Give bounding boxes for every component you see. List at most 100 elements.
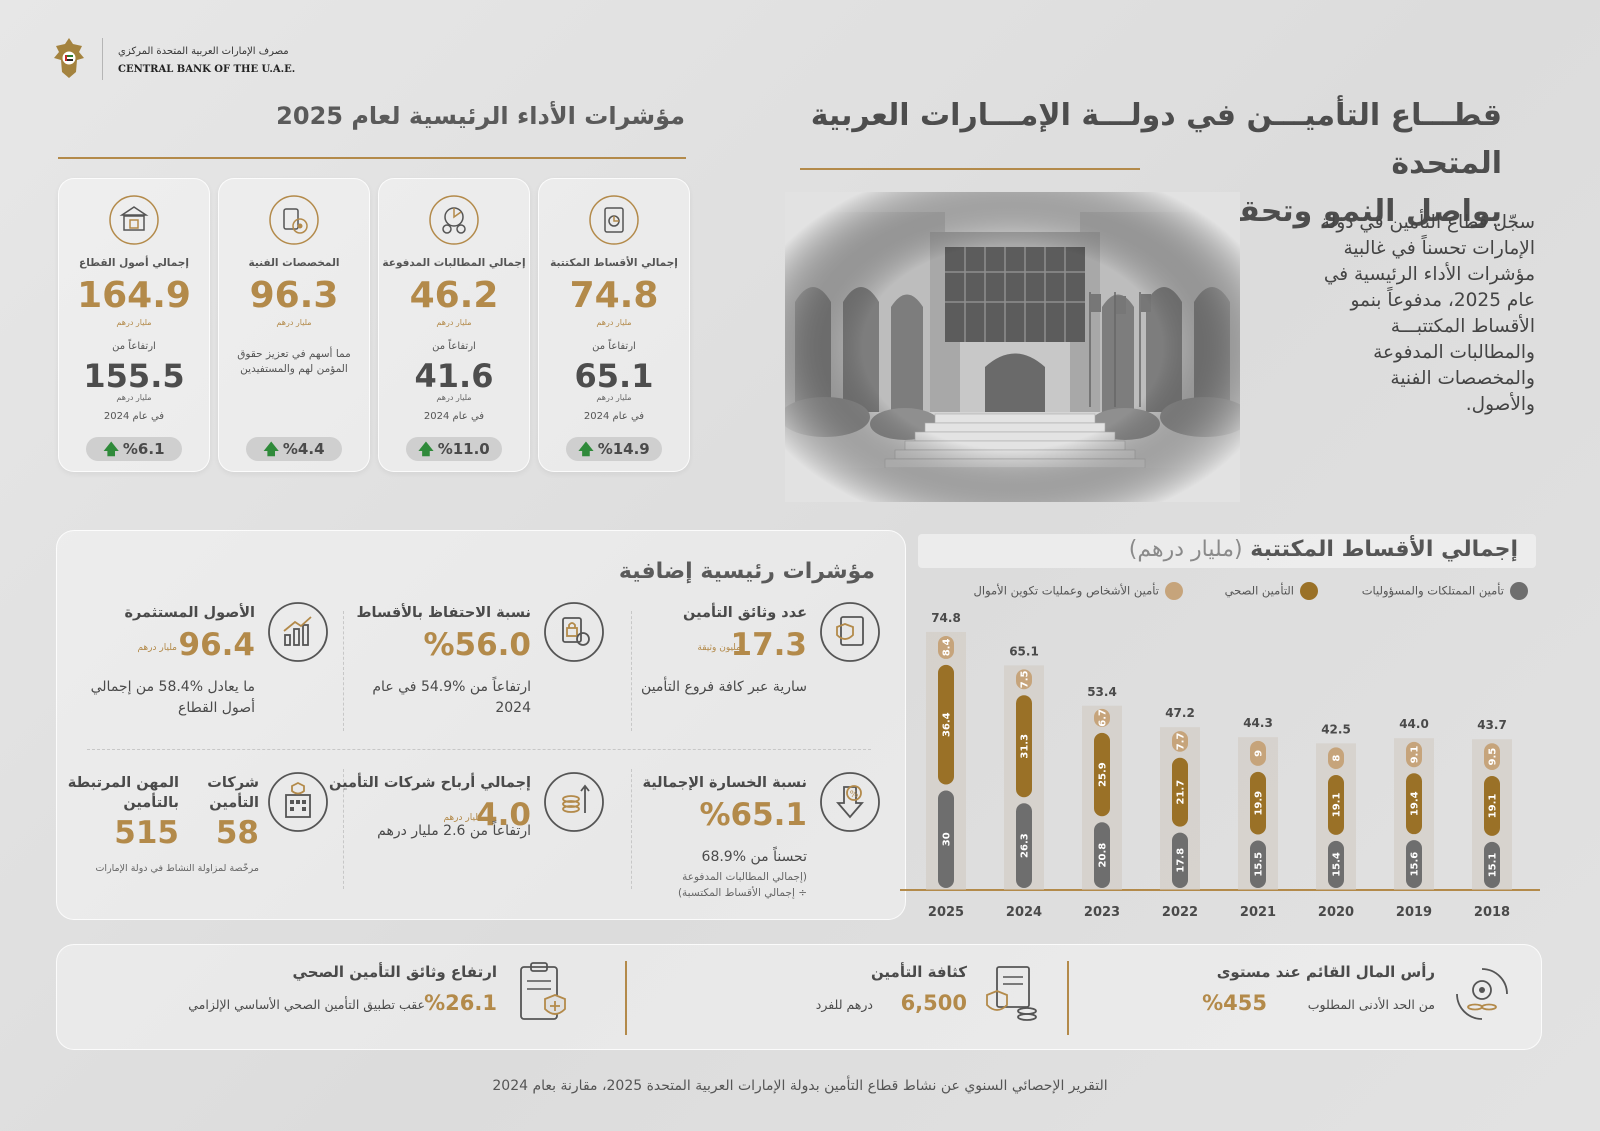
- bar-value-label: 7.5: [1020, 670, 1031, 688]
- indicator-value: 96.4: [178, 627, 256, 663]
- bar-value-label: 15.6: [1410, 852, 1421, 877]
- companies-value: 58: [215, 815, 259, 851]
- documents-coins-icon: [986, 966, 1037, 1021]
- svg-text:%: %: [850, 790, 859, 800]
- strip-divider: [625, 961, 627, 1035]
- licensed-note: مرخّصة لمزاولة النشاط في دولة الإمارات: [95, 863, 259, 874]
- legend-swatch: [1165, 582, 1183, 600]
- x-tick-label: 2022: [1162, 905, 1198, 920]
- kpi-note: مما أسهم في تعزيز حقوق المؤمن لهم والمست…: [237, 348, 351, 375]
- capital-adequacy: رأس المال القائم عند مستوى %455 من الحد …: [1097, 945, 1527, 1049]
- bar-segment: [1250, 840, 1266, 888]
- related-professions-value: 515: [114, 815, 179, 851]
- bar-segment: [1094, 732, 1110, 817]
- bar-segment: [1016, 695, 1032, 798]
- bar-segment: [1406, 741, 1422, 768]
- chart-title-bar: إجمالي الأقساط المكتتبة (مليار درهم): [918, 534, 1536, 568]
- insurance-density: كثافة التأمين 6,500 درهم للفرد: [657, 945, 1057, 1049]
- bar-value-label: 19.4: [1410, 791, 1421, 816]
- kpi-change-badge: 🡅 %4.4: [246, 437, 342, 461]
- kpi-change-value: %14.9: [597, 440, 650, 458]
- gear-coins-icon: [1456, 968, 1508, 1020]
- central-bank-building-illustration: [785, 192, 1240, 502]
- logo-arabic-name: مصرف الإمارات العربية المتحدة المركزي: [118, 46, 289, 57]
- indicator-value: %56.0: [423, 627, 531, 663]
- indicator-description: تحسناً من %68.9: [701, 849, 807, 865]
- kpi-previous-unit: مليار درهم: [436, 393, 472, 402]
- chart-title-text: إجمالي الأقساط المكتتبة: [1250, 537, 1518, 562]
- bar-value-label: 31.3: [1020, 734, 1031, 759]
- x-tick-label: 2018: [1474, 905, 1510, 920]
- down-arrow-percent-icon: %: [820, 772, 880, 832]
- kpi-change-value: %4.4: [282, 440, 325, 458]
- kpi-change-badge: 🡅 %11.0: [406, 437, 502, 461]
- bar-segment: [938, 790, 954, 888]
- kpi-heading: مؤشرات الأداء الرئيسية لعام 2025: [276, 102, 685, 130]
- x-tick-label: 2019: [1396, 905, 1432, 920]
- kpi-value: 96.3: [249, 275, 339, 316]
- kpi-value: 74.8: [569, 275, 659, 316]
- kpi-previous-year: في عام 2024: [103, 411, 165, 422]
- strip-value: %26.1: [424, 991, 497, 1015]
- kpi-unit: مليار درهم: [116, 318, 152, 327]
- indicator-description: ارتفاعاً من 2.6 مليار درهم: [377, 823, 531, 839]
- bar-segment: [1094, 822, 1110, 888]
- bar-value-label: 17.8: [1176, 848, 1187, 873]
- gross-loss-ratio: % نسبة الخسارة الإجمالية %65.1 تحسناً من…: [611, 763, 881, 913]
- x-tick-label: 2021: [1240, 905, 1276, 920]
- bar-value-label: 8.4: [942, 639, 953, 657]
- bar-value-label: 6.7: [1098, 709, 1109, 727]
- additional-indicators-heading: مؤشرات رئيسية إضافية: [618, 559, 875, 584]
- legend-label: تأمين الأشخاص وعمليات تكوين الأموال: [973, 583, 1159, 598]
- indicator-value: 4.0: [476, 797, 531, 833]
- kpi-unit: مليار درهم: [596, 318, 632, 327]
- up-arrow-icon: 🡅: [418, 440, 434, 458]
- logo-divider: [102, 38, 103, 80]
- falcon-emblem-icon: [54, 38, 84, 78]
- bar-segment: [1250, 740, 1266, 766]
- indicator-title: عدد وثائق التأمين: [683, 605, 807, 621]
- bar-value-label: 36.4: [942, 712, 953, 737]
- strip-description: من الحد الأدنى المطلوب: [1307, 997, 1435, 1012]
- bar-segment: [938, 664, 954, 785]
- kpi-label: إجمالي المطالبات المدفوعة: [382, 257, 526, 269]
- kpi-previous-year: في عام 2024: [423, 411, 485, 422]
- bar-segment: [1016, 803, 1032, 888]
- bar-segment: [1172, 731, 1188, 752]
- indicator-value: 17.3: [730, 627, 808, 663]
- lock-coin-icon: [544, 602, 604, 662]
- bar-total-label: 43.7: [1477, 718, 1507, 732]
- indicator-title: إجمالي أرباح شركات التأمين: [329, 775, 531, 791]
- bar-total-label: 44.3: [1243, 716, 1273, 730]
- central-bank-logo: مصرف الإمارات العربية المتحدة المركزي CE…: [52, 36, 295, 86]
- licensed-entities: شركات التأمين 58 المهن المرتبطة بالتأمين…: [59, 763, 329, 913]
- premiums-chart-icon: [589, 195, 639, 245]
- strip-divider: [1067, 961, 1069, 1035]
- strip-title: ارتفاع وثائق التأمين الصحي: [292, 963, 497, 981]
- kpi-change-badge: 🡅 %14.9: [566, 437, 662, 461]
- bar-segment: [1406, 773, 1422, 835]
- bar-segment: [1328, 747, 1344, 769]
- kpi-value: 46.2: [409, 275, 499, 316]
- strip-title: رأس المال القائم عند مستوى: [1216, 963, 1435, 981]
- bar-total-label: 42.5: [1321, 722, 1351, 736]
- legend-swatch: [1300, 582, 1318, 600]
- kpi-unit: مليار درهم: [436, 318, 472, 327]
- x-tick-label: 2020: [1318, 905, 1354, 920]
- formula-line2: ÷ إجمالي الأقساط المكتسبة): [677, 887, 807, 899]
- kpi-change-value: %11.0: [437, 440, 490, 458]
- logo-english-name: CENTRAL BANK OF THE U.A.E.: [118, 64, 296, 75]
- insurer-profits: إجمالي أرباح شركات التأمين 4.0 مليار دره…: [329, 763, 605, 913]
- kpi-label: إجمالي الأقساط المكتتبة: [550, 257, 678, 269]
- kpi-rise-label: ارتفاعاً من: [112, 341, 156, 352]
- legend-item-health: التأمين الصحي: [1225, 582, 1318, 600]
- x-tick-label: 2025: [928, 905, 964, 920]
- legend-label: التأمين الصحي: [1224, 583, 1294, 598]
- kpi-label: إجمالي أصول القطاع: [79, 257, 189, 269]
- bar-total-label: 74.8: [931, 611, 961, 625]
- kpi-card-assets: إجمالي أصول القطاع 164.9 مليار درهم ارتف…: [58, 178, 210, 472]
- bar-value-label: 7.7: [1176, 733, 1187, 751]
- related-professions-title: المهن المرتبطة بالتأمين: [67, 775, 179, 811]
- kpi-card-claims: إجمالي المطالبات المدفوعة 46.2 مليار دره…: [378, 178, 530, 472]
- bar-value-label: 21.7: [1176, 780, 1187, 805]
